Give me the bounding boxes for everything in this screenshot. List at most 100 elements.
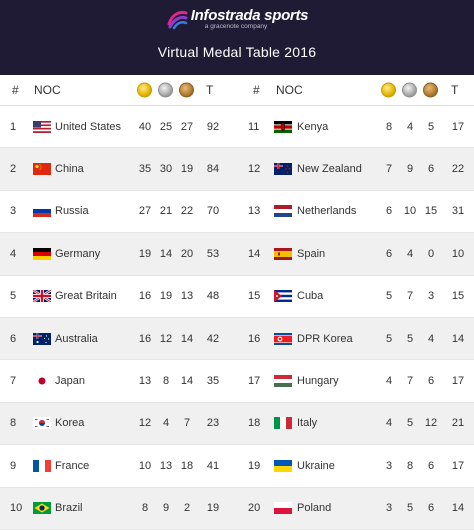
total-count: 23: [206, 417, 220, 430]
silver-count: 4: [406, 247, 414, 260]
rank-column-header: #: [253, 83, 260, 97]
column-header-right: # NOC T: [237, 75, 474, 105]
bronze-count: 22: [180, 205, 194, 218]
cn-flag-icon: [33, 163, 51, 176]
gold-count: 35: [138, 163, 152, 176]
total-count: 10: [451, 247, 465, 260]
bronze-count: 19: [180, 163, 194, 176]
au-flag-icon: [33, 332, 51, 345]
rank-cell: 4: [10, 247, 17, 260]
gold-count: 27: [138, 205, 152, 218]
silver-count: 4: [406, 120, 414, 133]
country-name: DPR Korea: [297, 332, 353, 345]
total-column-header: T: [451, 83, 459, 97]
right-entry: 12 New Zealand 7 9 6 22: [237, 148, 474, 189]
gold-count: 12: [138, 417, 152, 430]
right-entry: 11 Kenya 8 4 5 17: [237, 106, 474, 147]
left-entry: 7 Japan 13 8 14 35: [0, 360, 237, 401]
left-entry: 9 France 10 13 18 41: [0, 445, 237, 486]
total-count: 19: [206, 502, 220, 515]
left-entry: 10 Brazil 8 9 2 19: [0, 488, 237, 529]
gold-count: 16: [138, 332, 152, 345]
rank-cell: 1: [10, 120, 17, 133]
silver-count: 30: [159, 163, 173, 176]
rank-cell: 7: [10, 375, 17, 388]
bronze-count: 14: [180, 332, 194, 345]
total-count: 42: [206, 332, 220, 345]
fr-flag-icon: [33, 459, 51, 472]
kp-flag-icon: [274, 332, 292, 345]
column-header-left: # NOC T: [0, 75, 237, 105]
gold-count: 5: [385, 332, 393, 345]
country-name: Japan: [55, 375, 85, 388]
rank-cell: 5: [10, 290, 17, 303]
left-entry: 4 Germany 19 14 20 53: [0, 233, 237, 274]
brand-tagline: a gracenote company: [204, 23, 268, 30]
rank-cell: 2: [10, 163, 17, 176]
country-name: New Zealand: [297, 163, 362, 176]
table-row: 6 Australia 16 12 14 42 16 DPR Korea 5 5 4 14: [0, 317, 474, 361]
silver-count: 4: [162, 417, 170, 430]
rank-cell: 9: [10, 459, 17, 472]
country-name: Korea: [55, 417, 85, 430]
kr-flag-icon: [33, 417, 51, 430]
us-flag-icon: [33, 120, 51, 133]
total-count: 14: [451, 332, 465, 345]
bronze-count: 6: [427, 163, 435, 176]
rank-cell: 8: [10, 417, 17, 430]
silver-medal-icon: [158, 82, 173, 98]
right-entry: 15 Cuba 5 7 3 15: [237, 276, 474, 317]
left-entry: 2 China 35 30 19 84: [0, 148, 237, 189]
brand: Infostrada sports a gracenote company: [166, 8, 309, 31]
total-count: 31: [451, 205, 465, 218]
silver-count: 10: [403, 205, 417, 218]
silver-count: 9: [406, 163, 414, 176]
total-count: 17: [451, 120, 465, 133]
country-name: Italy: [297, 417, 318, 430]
gold-count: 13: [138, 375, 152, 388]
nl-flag-icon: [274, 205, 292, 218]
gold-count: 5: [385, 290, 393, 303]
silver-count: 12: [159, 332, 173, 345]
bronze-count: 7: [183, 417, 191, 430]
total-count: 48: [206, 290, 220, 303]
right-entry: 20 Poland 3 5 6 14: [237, 488, 474, 529]
silver-count: 8: [406, 459, 414, 472]
country-name: Kenya: [297, 120, 329, 133]
total-count: 70: [206, 205, 220, 218]
left-entry: 1 United States 40 25 27 92: [0, 106, 237, 147]
total-count: 15: [451, 290, 465, 303]
ua-flag-icon: [274, 459, 292, 472]
silver-count: 5: [406, 502, 414, 515]
page-title: Virtual Medal Table 2016: [157, 43, 317, 60]
bronze-medal-icon: [179, 82, 194, 98]
silver-count: 8: [162, 375, 170, 388]
total-count: 53: [206, 247, 220, 260]
country-name: Brazil: [55, 502, 83, 515]
table-row: 10 Brazil 8 9 2 19 20 Poland 3 5 6 14: [0, 487, 474, 530]
bronze-count: 20: [180, 247, 194, 260]
silver-count: 9: [162, 502, 170, 515]
rank-cell: 13: [248, 205, 261, 218]
bronze-count: 18: [180, 459, 194, 472]
bronze-count: 3: [427, 290, 435, 303]
silver-count: 5: [406, 417, 414, 430]
silver-count: 21: [159, 205, 173, 218]
total-count: 17: [451, 375, 465, 388]
country-name: Russia: [55, 205, 89, 218]
bronze-count: 6: [427, 459, 435, 472]
rank-cell: 6: [10, 332, 17, 345]
bronze-count: 6: [427, 502, 435, 515]
rank-cell: 10: [10, 502, 23, 515]
rank-cell: 12: [248, 163, 261, 176]
gold-count: 8: [385, 120, 393, 133]
bronze-count: 4: [427, 332, 435, 345]
rank-cell: 20: [248, 502, 261, 515]
bronze-count: 12: [424, 417, 438, 430]
country-name: Netherlands: [297, 205, 357, 218]
left-entry: 6 Australia 16 12 14 42: [0, 318, 237, 359]
total-count: 35: [206, 375, 220, 388]
gold-count: 40: [138, 120, 152, 133]
table-row: 9 France 10 13 18 41 19 Ukraine 3 8 6 17: [0, 445, 474, 488]
gold-medal-icon: [137, 82, 152, 98]
